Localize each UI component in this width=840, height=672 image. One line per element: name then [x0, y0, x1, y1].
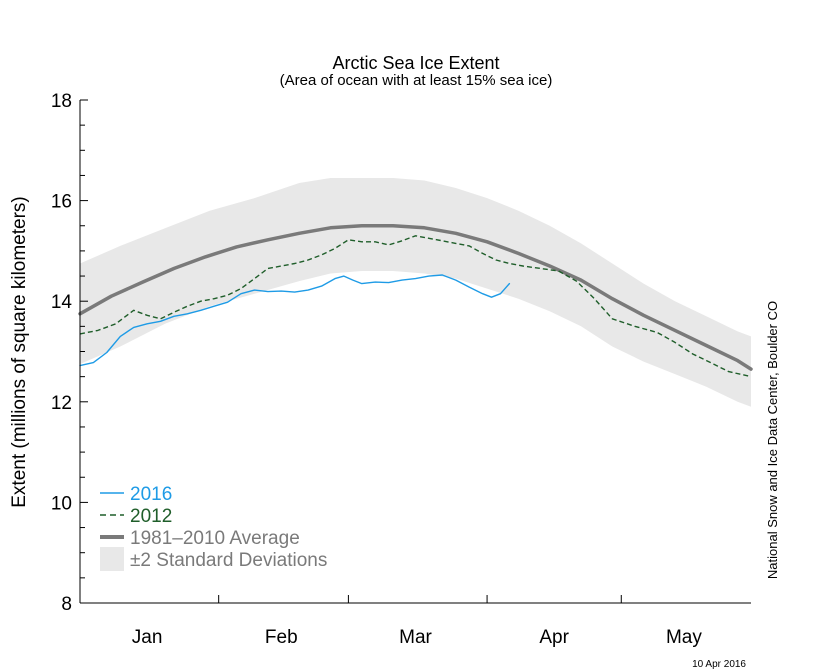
x-tick-label-apr: Apr: [539, 627, 569, 648]
legend-label-average: 1981–2010 Average: [130, 528, 300, 549]
date-annotation: 10 Apr 2016: [692, 659, 746, 670]
y-tick-label-12: 12: [51, 393, 72, 414]
y-tick-label-18: 18: [51, 91, 72, 112]
chart-subtitle: (Area of ocean with at least 15% sea ice…: [280, 72, 553, 89]
legend-label-2016: 2016: [130, 484, 172, 505]
x-tick-label-jan: Jan: [132, 627, 163, 648]
series-average-line: [78, 224, 753, 371]
y-axis-label: Extent (millions of square kilometers): [9, 196, 30, 508]
x-tick-label-mar: Mar: [399, 627, 432, 648]
y-tick-label-16: 16: [51, 192, 72, 213]
legend-label-stddev: ±2 Standard Deviations: [130, 550, 327, 571]
y-tick-label-14: 14: [51, 292, 73, 313]
legend: 2016 2012 1981–2010 Average ±2 Standard …: [100, 484, 327, 571]
source-annotation: National Snow and Ice Data Center, Bould…: [765, 301, 780, 579]
x-tick-label-may: May: [666, 627, 702, 648]
x-tick-label-feb: Feb: [265, 627, 298, 648]
std-dev-band: [80, 178, 751, 407]
y-tick-label-8: 8: [61, 594, 72, 615]
series-2016-line: [79, 274, 511, 367]
legend-label-2012: 2012: [130, 506, 172, 527]
y-tick-label-10: 10: [51, 493, 72, 514]
chart-title: Arctic Sea Ice Extent: [332, 53, 499, 73]
series-2012-line: [79, 235, 752, 378]
legend-swatch-stddev: [100, 547, 124, 571]
